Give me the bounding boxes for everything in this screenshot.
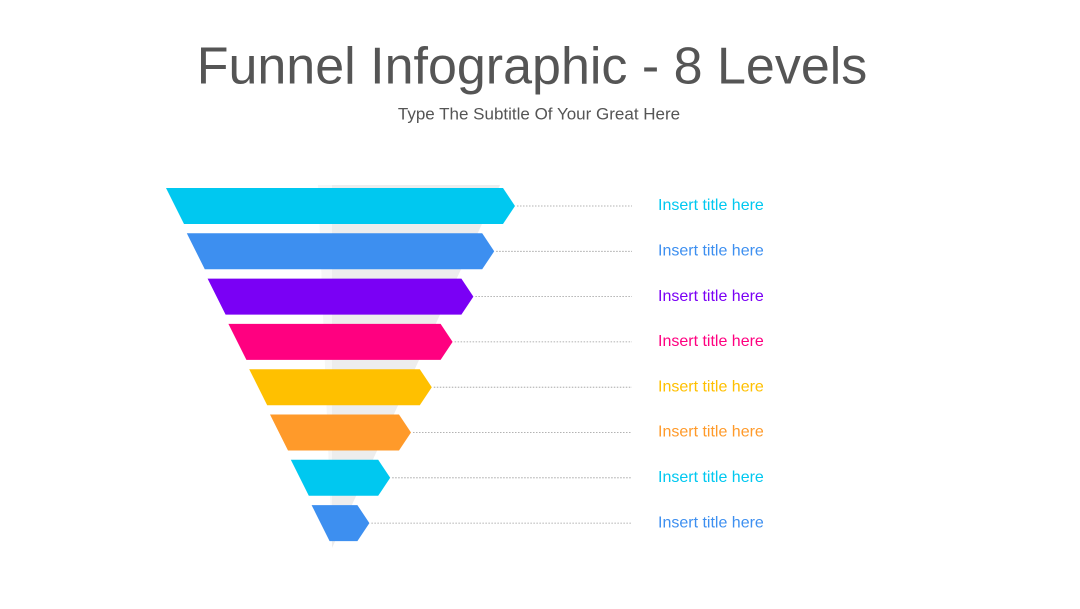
level-label: Insert title here [658, 243, 764, 260]
level-label: Insert title here [658, 469, 764, 486]
level-label: Insert title here [658, 288, 764, 305]
level-label: Insert title here [658, 424, 764, 441]
level-label: Insert title here [658, 378, 764, 395]
funnel-level [249, 369, 432, 406]
funnel-level [270, 414, 411, 451]
title: Funnel Infographic - 8 Levels [197, 38, 868, 96]
funnel-level [166, 188, 515, 224]
level-label: Insert title here [658, 514, 764, 531]
funnel-shadow [332, 185, 500, 548]
subtitle: Type The Subtitle Of Your Great Here [398, 104, 680, 123]
funnel-level [228, 323, 453, 360]
funnel-level [290, 459, 391, 496]
funnel-level [207, 278, 474, 315]
levels: Insert title here Insert title here Insert… [166, 188, 764, 542]
level-label: Insert title here [658, 333, 764, 350]
funnel-shadow-edge [318, 185, 332, 548]
level-label: Insert title here [658, 197, 764, 214]
funnel-level [186, 233, 495, 270]
funnel-level [311, 505, 370, 542]
